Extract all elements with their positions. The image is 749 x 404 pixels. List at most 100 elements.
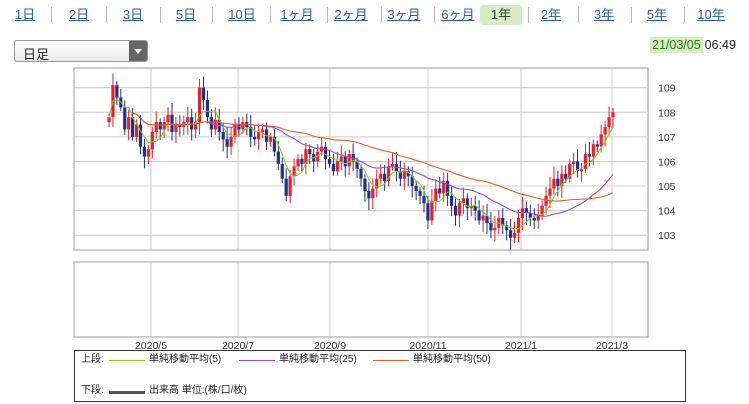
tab-7[interactable]: 2ヶ月 — [334, 7, 368, 22]
candle-body — [146, 149, 150, 157]
candle-body — [186, 117, 190, 123]
tab-11[interactable]: 2年 — [540, 7, 562, 22]
candle-body — [323, 146, 328, 159]
tab-1[interactable]: 1日 — [14, 7, 36, 22]
x-tick-label: 2020/7 — [222, 340, 254, 350]
candle-body — [249, 127, 253, 137]
tab-4[interactable]: 5日 — [175, 7, 197, 22]
candle-period-select[interactable]: 日足 — [14, 40, 148, 62]
update-timestamp: 21/03/05 06:49 — [650, 37, 736, 53]
candle-body — [611, 112, 615, 118]
tab-2[interactable]: 2日 — [68, 7, 90, 22]
legend-volume-line — [109, 391, 145, 394]
candle-body — [241, 122, 245, 130]
candle-body — [339, 156, 343, 162]
tab-6[interactable]: 1ヶ月 — [280, 7, 314, 22]
y-tick-label: 106 — [658, 156, 676, 168]
tab-3[interactable]: 3日 — [122, 7, 144, 22]
candle-body — [123, 107, 127, 130]
candle-body — [453, 205, 458, 216]
tab-separator — [327, 7, 328, 23]
candle-period-value: 日足 — [23, 47, 50, 62]
candle-body — [300, 159, 304, 164]
candle-body — [536, 215, 540, 221]
legend-ma5-label: 単純移動平均(5) — [149, 354, 222, 365]
tab-separator — [51, 7, 52, 23]
candle-body — [528, 213, 532, 219]
candle-body — [493, 227, 497, 231]
y-tick-label: 103 — [658, 230, 676, 242]
candle-body — [386, 166, 391, 182]
candle-body — [280, 163, 284, 179]
candle-body — [575, 161, 580, 172]
candle-body — [292, 166, 296, 177]
y-tick-label: 109 — [658, 83, 676, 95]
volume-panel — [73, 261, 649, 338]
candle-body — [449, 195, 454, 206]
candle-body — [544, 195, 548, 206]
candle-body — [422, 195, 426, 204]
tab-separator — [578, 7, 579, 23]
candle-body — [367, 190, 371, 199]
candle-body — [150, 131, 154, 150]
tab-separator — [631, 7, 632, 23]
candle-body — [288, 176, 292, 196]
candle-body — [390, 163, 395, 167]
candle-body — [501, 218, 505, 226]
candle-body — [540, 205, 544, 216]
legend-upper-label: 上段: — [81, 354, 104, 365]
candle-body — [591, 144, 595, 157]
tab-5[interactable]: 10日 — [228, 7, 256, 22]
candle-body — [481, 215, 485, 221]
candle-body — [194, 122, 198, 130]
candle-body — [516, 218, 521, 233]
candle-body — [260, 129, 265, 132]
candle-body — [162, 122, 166, 130]
candle-body — [154, 122, 158, 132]
candle-body — [414, 186, 418, 191]
tab-9[interactable]: 6ヶ月 — [441, 7, 475, 22]
candle-body — [178, 124, 182, 128]
legend-ma5-line — [109, 360, 145, 361]
candle-body — [505, 225, 509, 231]
candle-body — [347, 154, 351, 167]
tab-13[interactable]: 5年 — [646, 7, 668, 22]
legend-lower-label: 下段: — [81, 385, 104, 396]
ma5-line — [108, 99, 614, 230]
tab-8[interactable]: 3ヶ月 — [387, 7, 421, 22]
tab-separator — [684, 7, 685, 23]
candle-body — [158, 122, 162, 130]
tab-separator — [212, 7, 213, 23]
tab-separator — [270, 7, 271, 23]
candle-body — [221, 131, 225, 140]
candle-body — [233, 124, 237, 137]
price-panel — [73, 67, 649, 251]
tab-separator — [381, 7, 382, 23]
candle-body — [284, 178, 288, 196]
price-chart: 2020/5 2020/7 2020/9 2020/11 2021/1 2021/3 103… — [73, 67, 676, 350]
period-tabs: 1日 2日 3日 5日 10日 1ヶ月 2ヶ月 3ヶ月 6ヶ月 1年 2年 3年 5年 10年 — [0, 0, 749, 30]
x-tick-label: 2020/11 — [409, 340, 446, 350]
candle-body — [465, 198, 469, 209]
timestamp-time: 06:49 — [704, 38, 736, 52]
candle-body — [331, 163, 336, 172]
candle-body — [599, 134, 603, 147]
candle-body — [564, 173, 568, 179]
tab-10[interactable]: 1年 — [480, 5, 522, 25]
candle-body — [190, 117, 194, 130]
candle-body — [587, 154, 591, 157]
candle-body — [434, 188, 438, 201]
candle-body — [418, 190, 422, 196]
candle-body — [327, 159, 332, 164]
candle-body — [276, 151, 280, 164]
x-tick-label: 2021/3 — [596, 340, 628, 350]
tab-12[interactable]: 3年 — [593, 7, 615, 22]
candle-body — [134, 124, 139, 137]
tab-14[interactable]: 10年 — [697, 7, 725, 22]
chevron-down-icon[interactable] — [129, 41, 147, 61]
timestamp-date: 21/03/05 — [650, 37, 703, 53]
legend-ma50-label: 単純移動平均(50) — [413, 354, 491, 365]
tab-separator — [434, 7, 435, 23]
candle-body — [438, 188, 442, 194]
candle-body — [532, 218, 536, 221]
